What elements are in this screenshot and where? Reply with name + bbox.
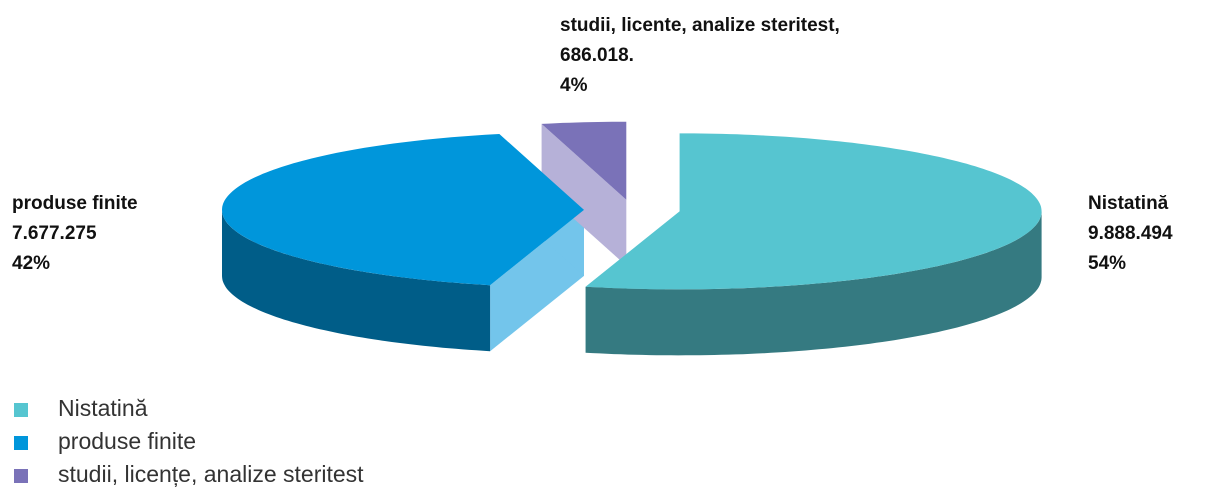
legend-label: Nistatină [58, 395, 148, 421]
slice-wall [222, 209, 491, 352]
slice [585, 133, 1042, 290]
data-label-percent: 42% [12, 253, 50, 274]
data-label-value: 9.888.494 [1088, 223, 1173, 244]
legend-swatch [14, 469, 28, 483]
data-label-name: studii, licente, analize steritest, [560, 15, 840, 36]
slice-cut-face [541, 123, 627, 266]
data-label-value: 686.018. [560, 45, 634, 66]
slice [222, 134, 584, 286]
data-label-percent: 54% [1088, 253, 1126, 274]
slice [541, 121, 627, 200]
legend-label: produse finite [58, 428, 196, 454]
data-label-value: 7.677.275 [12, 223, 97, 244]
legend-label: studii, licențe, analize steritest [58, 461, 364, 487]
data-label-name: produse finite [12, 193, 138, 214]
slice-wall [585, 211, 1042, 356]
legend-swatch [14, 436, 28, 450]
data-label-percent: 4% [560, 75, 588, 96]
data-label-name: Nistatină [1088, 193, 1169, 214]
legend-swatch [14, 403, 28, 417]
